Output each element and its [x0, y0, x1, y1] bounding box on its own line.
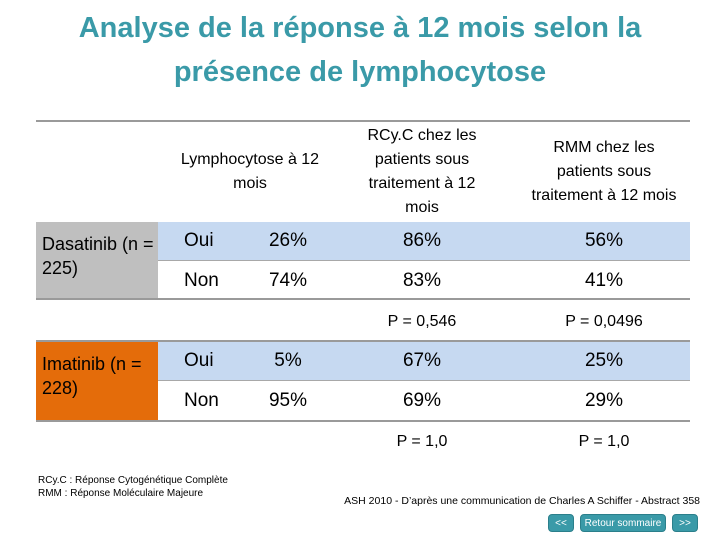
footnote-rcyc: RCy.C : Réponse Cytogénétique Complète: [38, 475, 228, 486]
dasatinib-non-rmm: 41%: [584, 270, 624, 291]
summary-button[interactable]: Retour sommaire: [580, 514, 666, 532]
imatinib-non-label: Non: [184, 390, 219, 411]
imatinib-non-rmm: 29%: [584, 390, 624, 411]
header-rmm: RMM chez les patients sous traitement à …: [531, 139, 677, 204]
imatinib-non-pct: 95%: [268, 390, 308, 411]
next-slide-button[interactable]: >>: [672, 514, 698, 532]
imatinib-label: Imatinib (n = 228): [42, 354, 142, 398]
dasatinib-non-rcyc: 83%: [402, 270, 442, 291]
imatinib-bottom-rule: [36, 420, 690, 422]
imatinib-p-rmm: P = 1,0: [578, 433, 630, 450]
title-line-1: Analyse de la réponse à 12 mois selon la: [78, 12, 642, 44]
dasatinib-oui-band: [158, 222, 690, 260]
header-rcyc: RCy.C chez les patients sous traitement …: [367, 127, 477, 216]
source-footnote: ASH 2010 - D’après une communication de …: [344, 495, 700, 507]
dasatinib-oui-label: Oui: [184, 230, 214, 251]
dasatinib-oui-rmm: 56%: [584, 230, 624, 251]
table-top-rule: [36, 120, 690, 122]
header-lymphocytose: Lymphocytose à 12 mois: [180, 151, 320, 192]
dasatinib-row-divider: [158, 260, 690, 261]
dasatinib-oui-rcyc: 86%: [402, 230, 442, 251]
dasatinib-label-block: [36, 222, 158, 298]
footnote-rmm: RMM : Réponse Moléculaire Majeure: [38, 488, 204, 499]
imatinib-top-rule: [36, 340, 690, 342]
dasatinib-label: Dasatinib (n = 225): [42, 234, 154, 278]
imatinib-oui-rcyc: 67%: [402, 350, 442, 371]
imatinib-p-rcyc: P = 1,0: [396, 433, 448, 450]
imatinib-row-divider: [158, 380, 690, 381]
dasatinib-p-rcyc: P = 0,546: [387, 313, 457, 330]
imatinib-oui-pct: 5%: [274, 350, 302, 371]
abbreviation-footnote: RCy.C : Réponse Cytogénétique Complète R…: [38, 474, 228, 500]
imatinib-oui-rmm: 25%: [584, 350, 624, 371]
imatinib-label-block: [36, 342, 158, 420]
imatinib-non-rcyc: 69%: [402, 390, 442, 411]
dasatinib-non-pct: 74%: [268, 270, 308, 291]
dasatinib-p-rmm: P = 0,0496: [565, 313, 643, 330]
title-line-2: présence de lymphocytose: [173, 56, 547, 88]
dasatinib-oui-pct: 26%: [268, 230, 308, 251]
dasatinib-bottom-rule: [36, 298, 690, 300]
prev-slide-button[interactable]: <<: [548, 514, 574, 532]
imatinib-oui-band: [158, 342, 690, 380]
imatinib-oui-label: Oui: [184, 350, 214, 371]
dasatinib-non-label: Non: [184, 270, 219, 291]
slide-title: Analyse de la réponse à 12 mois selon la…: [0, 6, 720, 94]
